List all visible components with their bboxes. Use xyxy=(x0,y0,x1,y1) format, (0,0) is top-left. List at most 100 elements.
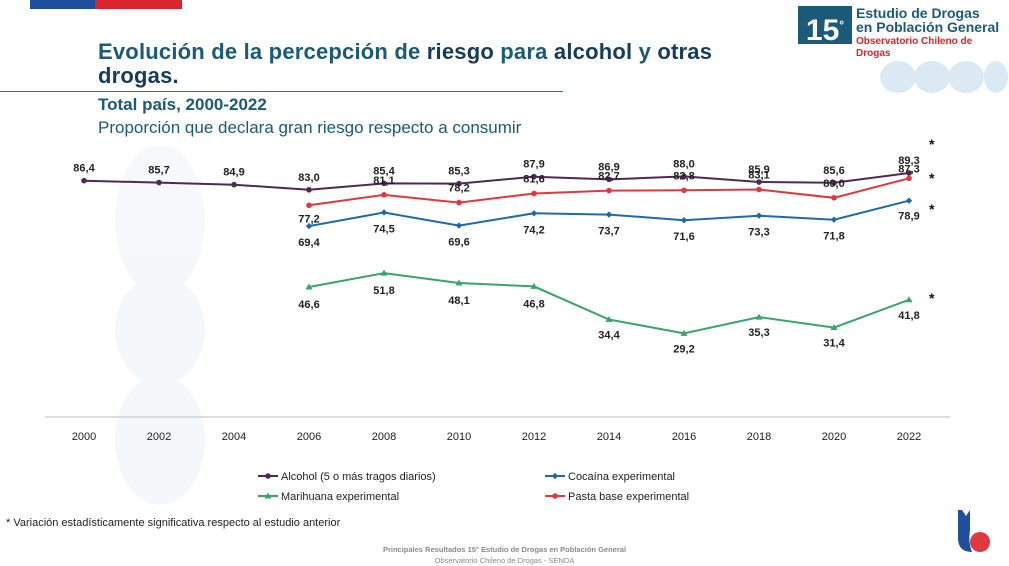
x-tick-label: 2012 xyxy=(522,431,546,443)
data-label: 41,8 xyxy=(898,310,919,322)
data-point xyxy=(681,173,687,180)
x-tick-label: 2008 xyxy=(372,431,396,443)
data-label: 80,0 xyxy=(823,178,844,190)
study-logo: 15° Estudio de Drogas en Población Gener… xyxy=(798,5,1008,59)
data-point xyxy=(455,279,463,286)
data-label: 87,9 xyxy=(523,159,544,171)
series-line xyxy=(83,172,910,191)
data-point xyxy=(831,180,837,186)
x-tick-label: 2018 xyxy=(747,431,771,443)
x-tick-label: 2006 xyxy=(297,431,321,443)
data-point xyxy=(756,179,762,185)
title-part-4: alcohol xyxy=(553,39,633,64)
data-label: 85,6 xyxy=(823,165,844,177)
data-label: 89,3 xyxy=(898,155,919,167)
data-point xyxy=(755,313,763,320)
data-point xyxy=(531,190,537,197)
logo-line-1: Estudio de Drogas xyxy=(856,5,980,21)
data-label: 85,9 xyxy=(748,164,769,176)
title-part-1: Evolución de la percepción de xyxy=(98,39,421,64)
data-label: 71,8 xyxy=(823,231,844,243)
flag-red-segment xyxy=(95,0,182,9)
data-label: 34,4 xyxy=(598,330,620,342)
data-label: 86,9 xyxy=(598,161,619,173)
data-point xyxy=(306,186,312,193)
data-point xyxy=(680,329,688,336)
footer-line-2: Observatorio Chileno de Drogas - SENDA xyxy=(434,556,575,565)
data-point xyxy=(381,180,387,187)
data-point xyxy=(455,222,463,229)
senda-brand-icon xyxy=(958,510,990,552)
data-point xyxy=(306,202,312,209)
data-point xyxy=(830,324,838,331)
data-label: 46,6 xyxy=(298,299,319,311)
data-labels-layer: 86,4 85,7 84,9 83,0 85,4 85,3 87,9 86,9 88,0 85,9… xyxy=(73,155,919,355)
title-part-6: otras xyxy=(657,39,713,64)
title-part-5: y xyxy=(638,39,652,64)
x-tick-label: 2002 xyxy=(147,431,171,443)
title-divider xyxy=(0,91,563,92)
data-point xyxy=(305,283,313,290)
title-part-3: para xyxy=(500,39,548,64)
data-label: 48,1 xyxy=(448,295,469,307)
data-label: 35,3 xyxy=(748,327,769,339)
data-label: 73,3 xyxy=(748,227,769,239)
data-label: 74,2 xyxy=(523,224,544,236)
footer-line-1: Principales Resultados 15° Estudio de Dr… xyxy=(382,545,627,554)
data-point xyxy=(905,296,913,303)
data-point xyxy=(380,209,388,216)
data-label: 85,3 xyxy=(448,166,469,178)
data-label: 86,4 xyxy=(73,163,95,175)
data-point xyxy=(606,176,612,183)
series-layer xyxy=(81,170,913,336)
data-label: 69,6 xyxy=(448,237,469,249)
data-label: 81,1 xyxy=(373,175,394,187)
logo-degree: ° xyxy=(839,18,845,32)
data-label: 85,4 xyxy=(373,165,395,177)
data-point xyxy=(305,222,313,230)
data-point xyxy=(530,210,538,217)
x-tick-label: 2010 xyxy=(447,431,471,443)
data-point xyxy=(905,197,913,204)
data-label: 82,8 xyxy=(673,170,694,182)
data-point xyxy=(531,173,537,180)
x-axis-ticks: 2000 2002 2004 2006 2008 2010 2012 2014 2016 2018… xyxy=(72,431,921,443)
data-label: 78,9 xyxy=(898,211,919,223)
decorative-drops-icon xyxy=(880,61,1008,93)
data-label: 69,4 xyxy=(298,237,320,249)
data-label: 51,8 xyxy=(373,285,394,297)
data-point xyxy=(156,179,162,186)
data-point xyxy=(231,181,237,188)
data-point xyxy=(456,199,462,206)
title-part-2: riesgo xyxy=(426,39,494,64)
x-tick-label: 2016 xyxy=(672,431,696,443)
page-title: Evolución de la percepción de riesgo par… xyxy=(98,40,798,88)
data-point xyxy=(756,186,762,193)
sub-subtitle: Proporción que declara gran riesgo respe… xyxy=(98,118,522,137)
data-label: 46,8 xyxy=(523,298,544,310)
data-point xyxy=(81,177,87,184)
data-point xyxy=(755,212,763,219)
series-line xyxy=(308,272,910,335)
logo-number-box: 15° xyxy=(798,6,852,47)
flag-bar xyxy=(30,0,182,9)
data-label: 85,7 xyxy=(148,165,169,177)
data-label: 84,9 xyxy=(223,167,244,179)
data-point xyxy=(530,282,538,289)
significance-marker-marihuana: * xyxy=(929,290,935,306)
data-point xyxy=(605,316,613,323)
title-line-2: drogas. xyxy=(98,63,179,88)
significance-marker-cocaina: * xyxy=(929,201,935,217)
data-point xyxy=(380,269,388,276)
watermark-shape xyxy=(115,145,205,505)
data-point xyxy=(605,211,613,218)
data-label: 29,2 xyxy=(673,343,694,355)
footnote: * Variación estadísticamente significati… xyxy=(6,517,341,529)
data-label: 88,0 xyxy=(673,158,694,170)
data-label: 74,5 xyxy=(373,223,394,235)
data-label: 83,1 xyxy=(748,170,769,182)
data-point xyxy=(831,194,837,201)
x-tick-label: 2022 xyxy=(897,431,921,443)
data-point xyxy=(906,175,912,182)
